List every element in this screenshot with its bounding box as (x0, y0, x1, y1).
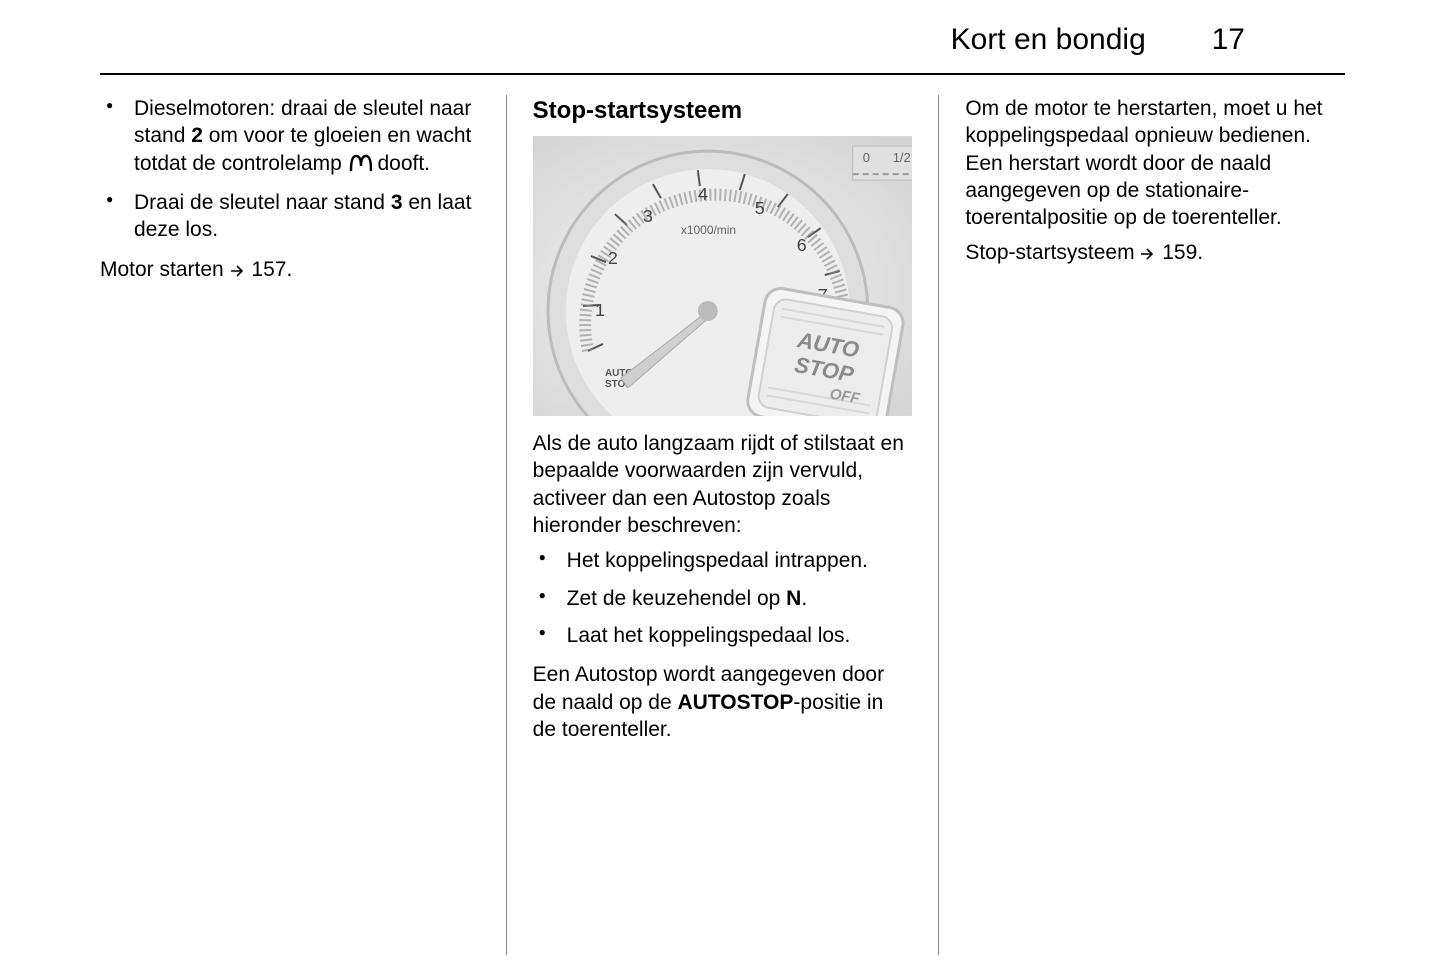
rpm-unit: x1000/min (681, 223, 736, 237)
col3-para: Om de motor te herstarten, moet u het ko… (965, 95, 1345, 231)
text-fragment: . (801, 587, 807, 610)
text-fragment: . (286, 258, 292, 281)
header-page-number: 17 (1212, 20, 1245, 59)
bold-text: 2 (191, 124, 203, 147)
text-fragment: Stop-startsysteem (965, 241, 1140, 264)
content-columns: Dieselmotoren: draai de sleutel naar sta… (0, 75, 1445, 955)
list-item: Zet de keuzehendel op N. (533, 585, 913, 612)
cross-reference: Motor starten 157. (100, 256, 480, 285)
rpm-tick-2: 2 (608, 248, 618, 268)
rpm-tick-3: 3 (643, 206, 653, 226)
glow-plug-icon (348, 151, 372, 180)
list-item: Laat het koppelingspedaal los. (533, 622, 913, 649)
text-fragment: Draai de sleutel naar stand (134, 191, 391, 214)
rpm-tick-1: 1 (595, 300, 605, 320)
list-item: Draai de sleutel naar stand 3 en laat de… (100, 189, 480, 244)
column-2: Stop-startsysteem 0 1/2 (506, 95, 940, 955)
header-title: Kort en bondig (951, 20, 1146, 59)
rpm-tick-6: 6 (796, 235, 806, 255)
col1-bullet-list: Dieselmotoren: draai de sleutel naar sta… (100, 95, 480, 244)
bold-text: 3 (391, 191, 403, 214)
text-fragment: . (1197, 241, 1203, 264)
tachometer-figure: 0 1/2 (533, 136, 913, 416)
reference-page: 159 (1162, 241, 1197, 264)
text-fragment: Laat het koppelingspedaal los. (567, 624, 851, 647)
list-item: Het koppelingspedaal intrappen. (533, 547, 913, 574)
reference-arrow-icon (1140, 241, 1156, 268)
column-1: Dieselmotoren: draai de sleutel naar sta… (100, 95, 506, 955)
cross-reference: Stop-startsysteem 159. (965, 239, 1345, 268)
column-3: Om de motor te herstarten, moet u het ko… (939, 95, 1345, 955)
col2-bullet-list: Het koppelingspedaal intrappen. Zet de k… (533, 547, 913, 649)
autostop-button-inset: AUTO STOP OFF (745, 286, 905, 416)
fuel-label-half: 1/2 (892, 150, 910, 165)
rpm-tick-5: 5 (754, 198, 764, 218)
text-fragment: dooft. (372, 152, 430, 175)
col2-outro-para: Een Autostop wordt aangegeven door de na… (533, 661, 913, 743)
col2-intro-para: Als de auto langzaam rijdt of stilstaat … (533, 430, 913, 539)
text-fragment: Motor starten (100, 258, 230, 281)
list-item: Dieselmotoren: draai de sleutel naar sta… (100, 95, 480, 179)
fuel-label-0: 0 (862, 150, 869, 165)
bold-text: N (786, 587, 801, 610)
bold-text: AUTOSTOP (677, 691, 793, 714)
page-header: Kort en bondig 17 (100, 0, 1345, 75)
section-heading: Stop-startsysteem (533, 95, 913, 126)
reference-page: 157 (251, 258, 286, 281)
tachometer-svg: 0 1/2 (533, 136, 913, 416)
text-fragment: Het koppelingspedaal intrappen. (567, 549, 868, 572)
text-fragment: Zet de keuzehendel op (567, 587, 787, 610)
rpm-tick-4: 4 (698, 184, 708, 204)
reference-arrow-icon (230, 258, 246, 285)
